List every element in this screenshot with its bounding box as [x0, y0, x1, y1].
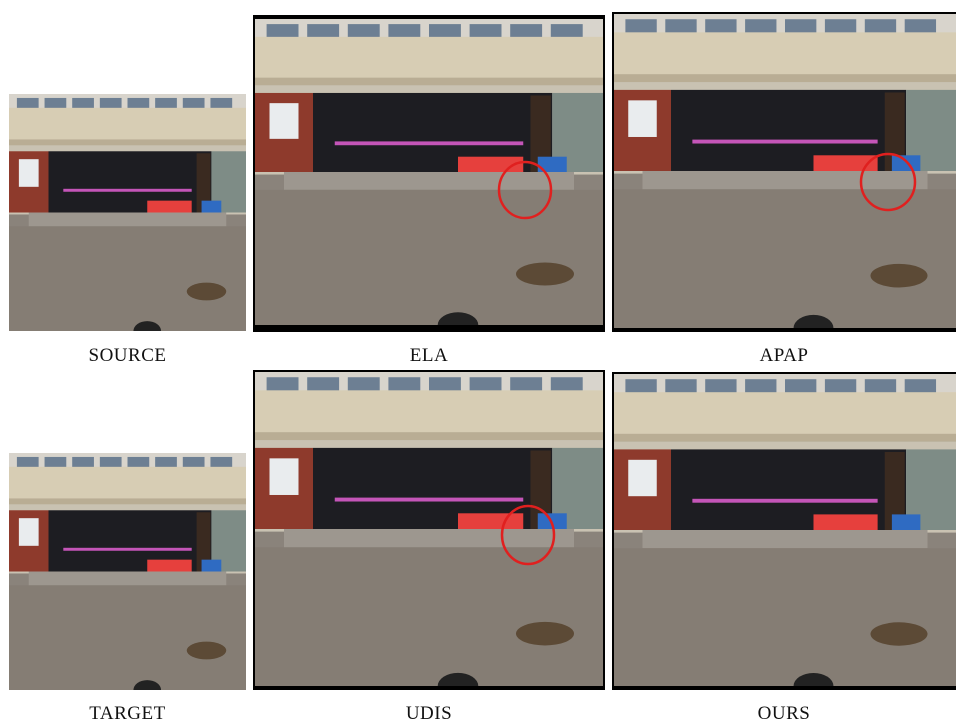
udis-image — [253, 370, 605, 690]
ela-image — [253, 15, 605, 332]
target-image — [9, 453, 246, 690]
apap-image — [612, 12, 956, 332]
caption: TARGET — [9, 703, 246, 725]
ours-image — [612, 372, 956, 690]
caption: ELA — [253, 345, 605, 367]
figure: SOURCE ELA APAP TARGET UDIS OURS — [0, 0, 956, 727]
caption: OURS — [612, 703, 956, 725]
caption: UDIS — [253, 703, 605, 725]
caption: SOURCE — [9, 345, 246, 367]
caption: APAP — [612, 345, 956, 367]
source-image — [9, 94, 246, 331]
